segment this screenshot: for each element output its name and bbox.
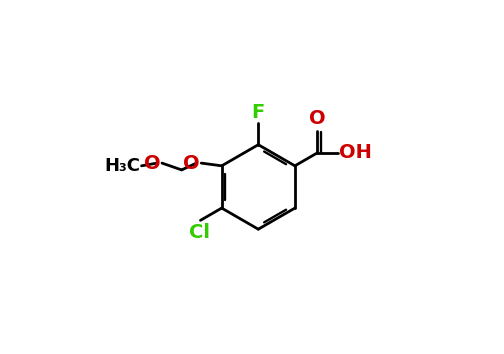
- Text: OH: OH: [339, 143, 372, 162]
- Text: O: O: [309, 109, 326, 128]
- Text: Cl: Cl: [190, 223, 210, 241]
- Text: H₃C: H₃C: [104, 157, 141, 175]
- Text: O: O: [144, 154, 160, 173]
- Text: O: O: [183, 154, 200, 173]
- Text: F: F: [251, 103, 265, 121]
